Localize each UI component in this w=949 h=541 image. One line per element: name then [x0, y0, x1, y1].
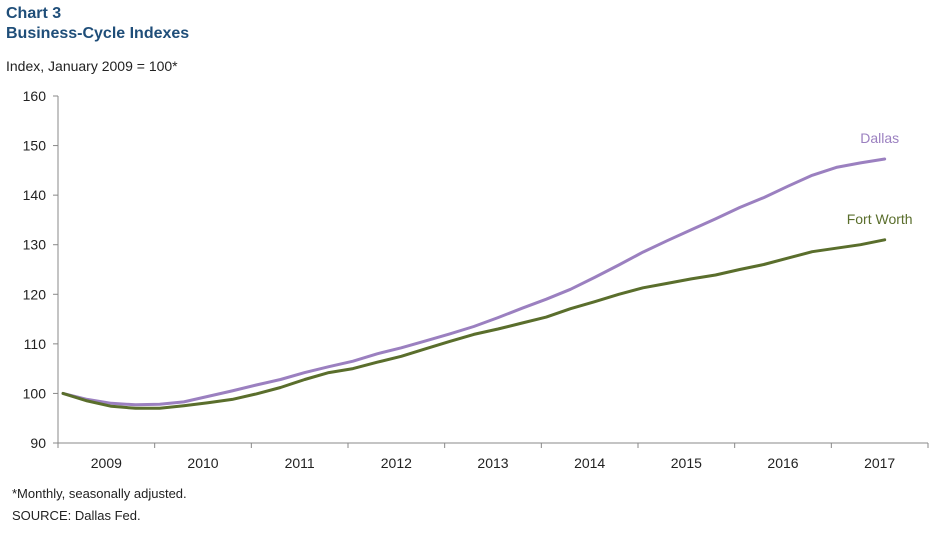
chart-number: Chart 3 [6, 5, 62, 22]
y-tick-label: 90 [30, 435, 46, 451]
series-labels: Dallas Fort Worth [847, 130, 913, 227]
x-tick-label: 2016 [767, 455, 798, 471]
y-tick-label: 110 [24, 336, 47, 352]
x-tick-label: 2015 [671, 455, 702, 471]
y-tick-label: 150 [23, 138, 47, 154]
y-tick-label: 140 [23, 187, 47, 203]
x-tick-label: 2017 [864, 455, 895, 471]
x-tick-label: 2013 [477, 455, 508, 471]
x-axis: 2009 2010 2011 2012 2013 2014 2015 2016 2017 [57, 442, 929, 471]
series-label-dallas: Dallas [860, 130, 899, 146]
series-label-fort-worth: Fort Worth [847, 211, 913, 227]
series-line-fort-worth [61, 238, 887, 410]
y-axis-unit-label: Index, January 2009 = 100* [6, 58, 178, 74]
footnote: *Monthly, seasonally adjusted. [12, 486, 187, 501]
x-tick-label: 2011 [285, 455, 315, 471]
x-tick-label: 2009 [91, 455, 122, 471]
series-line-dallas [61, 157, 887, 407]
source-note: SOURCE: Dallas Fed. [12, 508, 141, 523]
y-tick-label: 130 [23, 237, 47, 253]
x-tick-label: 2012 [381, 455, 412, 471]
series-layer [61, 157, 887, 410]
y-tick-label: 100 [23, 385, 47, 401]
x-tick-label: 2014 [574, 455, 605, 471]
chart-title: Business-Cycle Indexes [6, 25, 190, 42]
y-tick-label: 120 [23, 286, 47, 302]
y-axis: 90 100 110 120 130 140 150 160 [23, 88, 59, 451]
y-tick-label: 160 [23, 88, 47, 104]
x-tick-label: 2010 [187, 455, 218, 471]
